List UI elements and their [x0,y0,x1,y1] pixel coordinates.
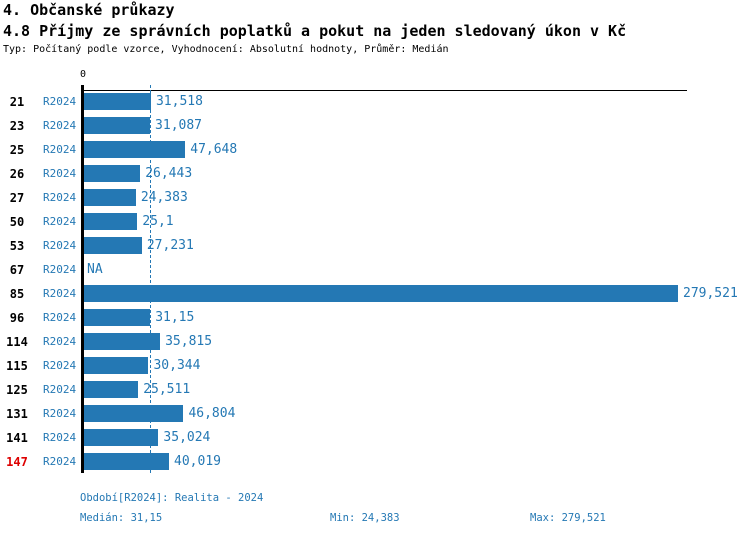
row-category-label: 50 [9,215,25,229]
row-category-label: 23 [9,119,25,133]
x-axis-zero-tick-label: 0 [79,69,87,80]
row-bar [84,117,151,134]
row-series-label: R2024 [43,431,77,444]
row-series-label: R2024 [43,119,77,132]
row-bar [84,429,159,446]
median-reference-line [150,85,152,473]
row-category-label: 147 [6,455,28,469]
row-series-label: R2024 [43,95,77,108]
row-value-label: 35,815 [165,334,213,349]
chart-row: 147 R2024 40,019 [0,450,750,474]
row-series-label: R2024 [43,215,77,228]
chart-row: 25 R2024 47,648 [0,138,750,162]
row-value-label: 26,443 [145,166,193,181]
row-value-label: NA [87,262,103,277]
row-bar [84,405,184,422]
row-category-label: 85 [9,287,25,301]
row-series-label: R2024 [43,287,77,300]
row-series-label: R2024 [43,167,77,180]
chart-row: 21 R2024 31,518 [0,90,750,114]
chart-row: 125 R2024 25,511 [0,378,750,402]
row-value-label: 47,648 [190,142,238,157]
row-bar [84,285,678,302]
row-series-label: R2024 [43,239,77,252]
row-category-label: 115 [6,359,28,373]
row-category-label: 125 [6,383,28,397]
row-series-label: R2024 [43,383,77,396]
row-bar [84,141,186,158]
row-series-label: R2024 [43,263,77,276]
row-value-label: 31,087 [155,118,203,133]
row-bar [84,237,142,254]
row-category-label: 27 [9,191,25,205]
chart-meta-line: Typ: Počítaný podle vzorce, Vyhodnocení:… [3,44,449,55]
row-category-label: 141 [6,431,28,445]
row-category-label: 114 [6,335,28,349]
row-bar [84,165,141,182]
row-series-label: R2024 [43,359,77,372]
row-bar [84,333,161,350]
chart-row: 115 R2024 30,344 [0,354,750,378]
row-bar [84,453,170,470]
chart-row: 141 R2024 35,024 [0,426,750,450]
row-series-label: R2024 [43,311,77,324]
y-axis-line [81,85,84,473]
row-value-label: 31,15 [155,310,195,325]
chart-title: 4.8 Příjmy ze správních poplatků a pokut… [3,22,627,40]
row-category-label: 53 [9,239,25,253]
chart-row: 50 R2024 25,1 [0,210,750,234]
row-bar [84,357,149,374]
x-axis-line [81,90,687,91]
row-value-label: 46,804 [188,406,236,421]
row-bar [84,309,151,326]
row-category-label: 21 [9,95,25,109]
row-value-label: 40,019 [174,454,221,469]
row-category-label: 25 [9,143,25,157]
row-bar [84,381,139,398]
row-value-label: 27,231 [146,238,194,253]
footer-period: Období[R2024]: Realita - 2024 [80,492,264,504]
row-value-label: 31,518 [155,94,203,109]
row-series-label: R2024 [43,455,77,468]
page-title: 4. Občanské průkazy [3,1,175,19]
chart-row: 85 R2024 279,521 [0,282,750,306]
chart-row: 96 R2024 31,15 [0,306,750,330]
chart-row: 67 R2024 NA [0,258,750,282]
row-bar [84,189,136,206]
chart-row: 27 R2024 24,383 [0,186,750,210]
footer-min: Min: 24,383 [330,512,400,524]
row-category-label: 131 [6,407,28,421]
row-bar [84,93,151,110]
chart-row: 131 R2024 46,804 [0,402,750,426]
row-series-label: R2024 [43,335,77,348]
chart-row: 114 R2024 35,815 [0,330,750,354]
row-value-label: 279,521 [683,286,738,301]
row-category-label: 67 [9,263,25,277]
row-series-label: R2024 [43,191,77,204]
row-category-label: 96 [9,311,25,325]
chart-row: 23 R2024 31,087 [0,114,750,138]
footer-max: Max: 279,521 [530,512,606,524]
chart-row: 26 R2024 26,443 [0,162,750,186]
row-value-label: 25,1 [142,214,174,229]
row-value-label: 25,511 [143,382,191,397]
row-value-label: 35,024 [163,430,211,445]
row-category-label: 26 [9,167,25,181]
row-bar [84,213,138,230]
footer-median: Medián: 31,15 [80,512,163,524]
row-series-label: R2024 [43,143,77,156]
chart-row: 53 R2024 27,231 [0,234,750,258]
row-value-label: 30,344 [153,358,201,373]
row-series-label: R2024 [43,407,77,420]
row-value-label: 24,383 [140,190,188,205]
